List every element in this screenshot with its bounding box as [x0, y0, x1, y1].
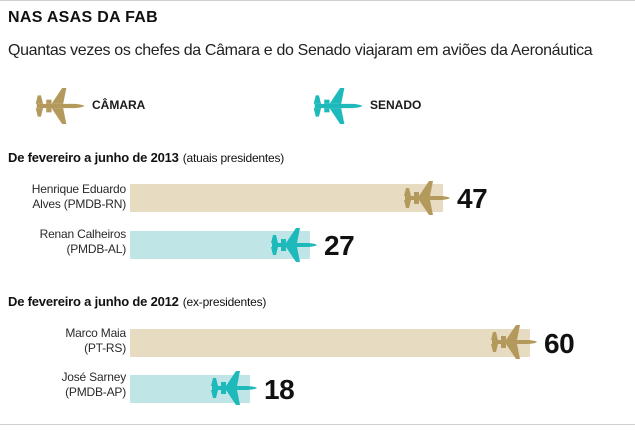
section-2012-label: De fevereiro a junho de 2012	[8, 294, 179, 309]
row-name: Henrique Eduardo	[31, 182, 126, 196]
row-name: José Sarney	[61, 370, 126, 384]
value-henrique: 47	[457, 183, 488, 214]
row-name: Marco Maia	[65, 326, 126, 340]
row-label-renan: Renan Calheiros (PMDB-AL)	[0, 227, 127, 257]
section-2013-note: (atuais presidentes)	[182, 151, 285, 165]
section-2013-heading: De fevereiro a junho de 2013 (atuais pres…	[8, 150, 284, 165]
row-party: (PT-RS)	[84, 341, 126, 355]
row-name: Renan Calheiros	[39, 227, 127, 241]
section-2013-label: De fevereiro a junho de 2013	[8, 150, 179, 165]
row-party: (PMDB-AL)	[66, 242, 126, 256]
bar-plane-icon-marco	[491, 325, 537, 359]
section-2012-heading: De fevereiro a junho de 2012 (ex-presiden…	[8, 294, 266, 309]
plane-icon-camara	[35, 88, 85, 124]
plane-icon-senado	[313, 88, 363, 124]
top-rule	[0, 0, 635, 1]
bar-plane-icon-sarney	[211, 371, 257, 405]
legend-camara-label: CÂMARA	[92, 98, 146, 112]
row-party: (PMDB-AP)	[65, 385, 126, 399]
value-marco: 60	[544, 328, 575, 359]
legend-senado-label: SENADO	[370, 98, 422, 112]
row-label-henrique: Henrique Eduardo Alves (PMDB-RN)	[0, 182, 126, 212]
bar-plane-icon-renan	[271, 228, 317, 262]
value-sarney: 18	[264, 374, 295, 405]
bar-plane-icon-henrique	[404, 181, 450, 215]
section-2012-note: (ex-presidentes)	[182, 295, 267, 309]
chart-subtitle: Quantas vezes os chefes da Câmara e do S…	[8, 42, 593, 59]
row-label-marco: Marco Maia (PT-RS)	[0, 326, 126, 356]
chart-title: NAS ASAS DA FAB	[8, 9, 158, 26]
bottom-rule	[0, 424, 635, 425]
bar-marco	[130, 329, 530, 357]
row-label-sarney: José Sarney (PMDB-AP)	[0, 370, 126, 400]
row-party: Alves (PMDB-RN)	[32, 197, 126, 211]
bar-henrique	[130, 184, 443, 212]
value-renan: 27	[324, 230, 355, 261]
